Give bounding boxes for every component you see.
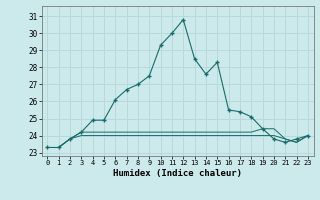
- X-axis label: Humidex (Indice chaleur): Humidex (Indice chaleur): [113, 169, 242, 178]
